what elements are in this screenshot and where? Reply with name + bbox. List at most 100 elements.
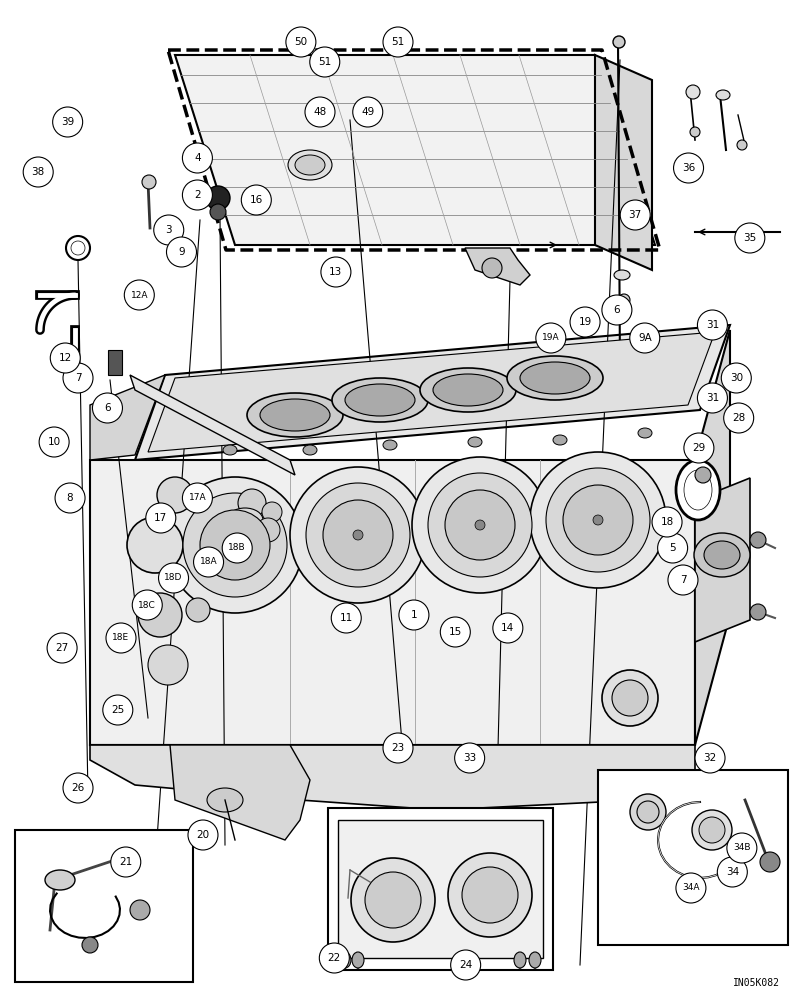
Polygon shape (130, 375, 295, 475)
Circle shape (331, 603, 361, 633)
Text: 6: 6 (614, 305, 620, 315)
Ellipse shape (303, 445, 317, 455)
Ellipse shape (507, 356, 603, 400)
Ellipse shape (230, 540, 240, 550)
Circle shape (23, 157, 53, 187)
Circle shape (53, 107, 83, 137)
Circle shape (47, 633, 77, 663)
Ellipse shape (332, 378, 428, 422)
Ellipse shape (66, 236, 90, 260)
Ellipse shape (690, 127, 700, 137)
Circle shape (241, 185, 271, 215)
Circle shape (657, 533, 688, 563)
Bar (598, 770, 788, 945)
Ellipse shape (351, 858, 435, 942)
Ellipse shape (260, 399, 330, 431)
Ellipse shape (462, 867, 518, 923)
Text: 31: 31 (706, 320, 719, 330)
Text: 11: 11 (340, 613, 353, 623)
Text: 8: 8 (67, 493, 73, 503)
Circle shape (63, 363, 93, 393)
Text: 34B: 34B (733, 844, 751, 852)
Text: 18E: 18E (112, 634, 130, 643)
Bar (108, 350, 122, 375)
Ellipse shape (686, 85, 700, 99)
Ellipse shape (433, 374, 503, 406)
Ellipse shape (306, 483, 410, 587)
Ellipse shape (684, 470, 712, 510)
Circle shape (305, 97, 335, 127)
Ellipse shape (339, 952, 351, 968)
Text: 24: 24 (459, 960, 472, 970)
Polygon shape (90, 745, 695, 810)
Ellipse shape (563, 485, 633, 555)
Circle shape (92, 393, 123, 423)
Ellipse shape (529, 952, 541, 968)
Text: IN05K082: IN05K082 (733, 978, 780, 988)
Ellipse shape (210, 204, 226, 220)
Circle shape (158, 563, 189, 593)
Circle shape (717, 857, 747, 887)
Circle shape (570, 307, 600, 337)
Text: 17: 17 (154, 513, 167, 523)
Bar (328, 808, 553, 970)
Text: 18A: 18A (200, 558, 217, 566)
Ellipse shape (695, 467, 711, 483)
Circle shape (124, 280, 154, 310)
Text: 50: 50 (295, 37, 307, 47)
Ellipse shape (613, 36, 625, 48)
Ellipse shape (448, 853, 532, 937)
Text: 31: 31 (706, 393, 719, 403)
Ellipse shape (167, 477, 303, 613)
Text: 18D: 18D (164, 574, 183, 582)
Ellipse shape (553, 435, 567, 445)
Ellipse shape (750, 532, 766, 548)
Text: 38: 38 (32, 167, 45, 177)
Ellipse shape (520, 362, 590, 394)
Circle shape (440, 617, 470, 647)
Text: 27: 27 (56, 643, 68, 653)
Polygon shape (175, 55, 655, 245)
Circle shape (182, 483, 213, 513)
Text: 35: 35 (743, 233, 756, 243)
Text: 49: 49 (361, 107, 374, 117)
Ellipse shape (207, 788, 243, 812)
Polygon shape (90, 460, 695, 745)
Circle shape (676, 873, 706, 903)
Ellipse shape (482, 258, 502, 278)
Polygon shape (170, 745, 310, 840)
Text: 51: 51 (392, 37, 404, 47)
Text: 33: 33 (463, 753, 476, 763)
Circle shape (166, 237, 197, 267)
Text: 19A: 19A (542, 334, 560, 342)
Text: 13: 13 (330, 267, 342, 277)
Text: 29: 29 (693, 443, 705, 453)
Ellipse shape (694, 533, 750, 577)
Text: 6: 6 (104, 403, 111, 413)
Polygon shape (595, 55, 652, 270)
Ellipse shape (638, 428, 652, 438)
Circle shape (451, 950, 481, 980)
Text: 16: 16 (250, 195, 263, 205)
Text: 9: 9 (178, 247, 185, 257)
Ellipse shape (614, 270, 630, 280)
Text: 3: 3 (166, 225, 172, 235)
Circle shape (103, 695, 133, 725)
Text: 22: 22 (328, 953, 341, 963)
Circle shape (684, 433, 714, 463)
Circle shape (50, 343, 80, 373)
Text: 4: 4 (194, 153, 201, 163)
Circle shape (630, 323, 660, 353)
Polygon shape (695, 330, 730, 745)
Text: 10: 10 (48, 437, 60, 447)
Text: 7: 7 (680, 575, 686, 585)
Ellipse shape (750, 604, 766, 620)
Text: 2: 2 (194, 190, 201, 200)
Polygon shape (90, 375, 165, 460)
Bar (15, 830, 193, 982)
Ellipse shape (630, 794, 666, 830)
Ellipse shape (353, 530, 363, 540)
Ellipse shape (530, 452, 666, 588)
Text: 48: 48 (314, 107, 326, 117)
Circle shape (399, 600, 429, 630)
